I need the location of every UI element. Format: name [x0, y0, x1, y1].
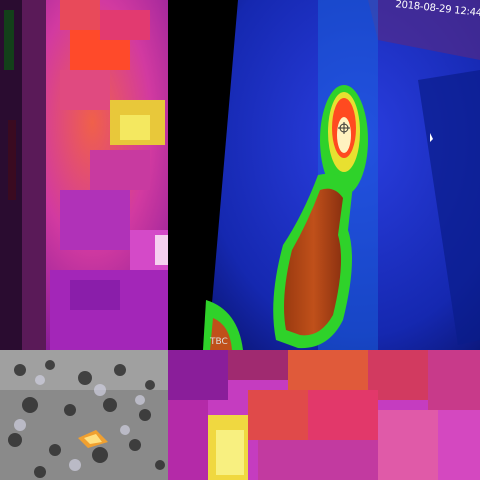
aerial-terrain-tile — [0, 350, 168, 480]
thermal-image — [203, 0, 480, 350]
thermal-image — [168, 350, 480, 480]
thermal-image — [0, 0, 168, 350]
thermal-tile-bottom-right — [168, 350, 480, 480]
thermal-camera-frame: 2018-08-29 12:44:26 We TBC — [168, 0, 480, 350]
terrain-image — [0, 350, 168, 480]
thermal-tile-top-left — [0, 0, 168, 350]
corner-label: TBC — [210, 337, 228, 347]
